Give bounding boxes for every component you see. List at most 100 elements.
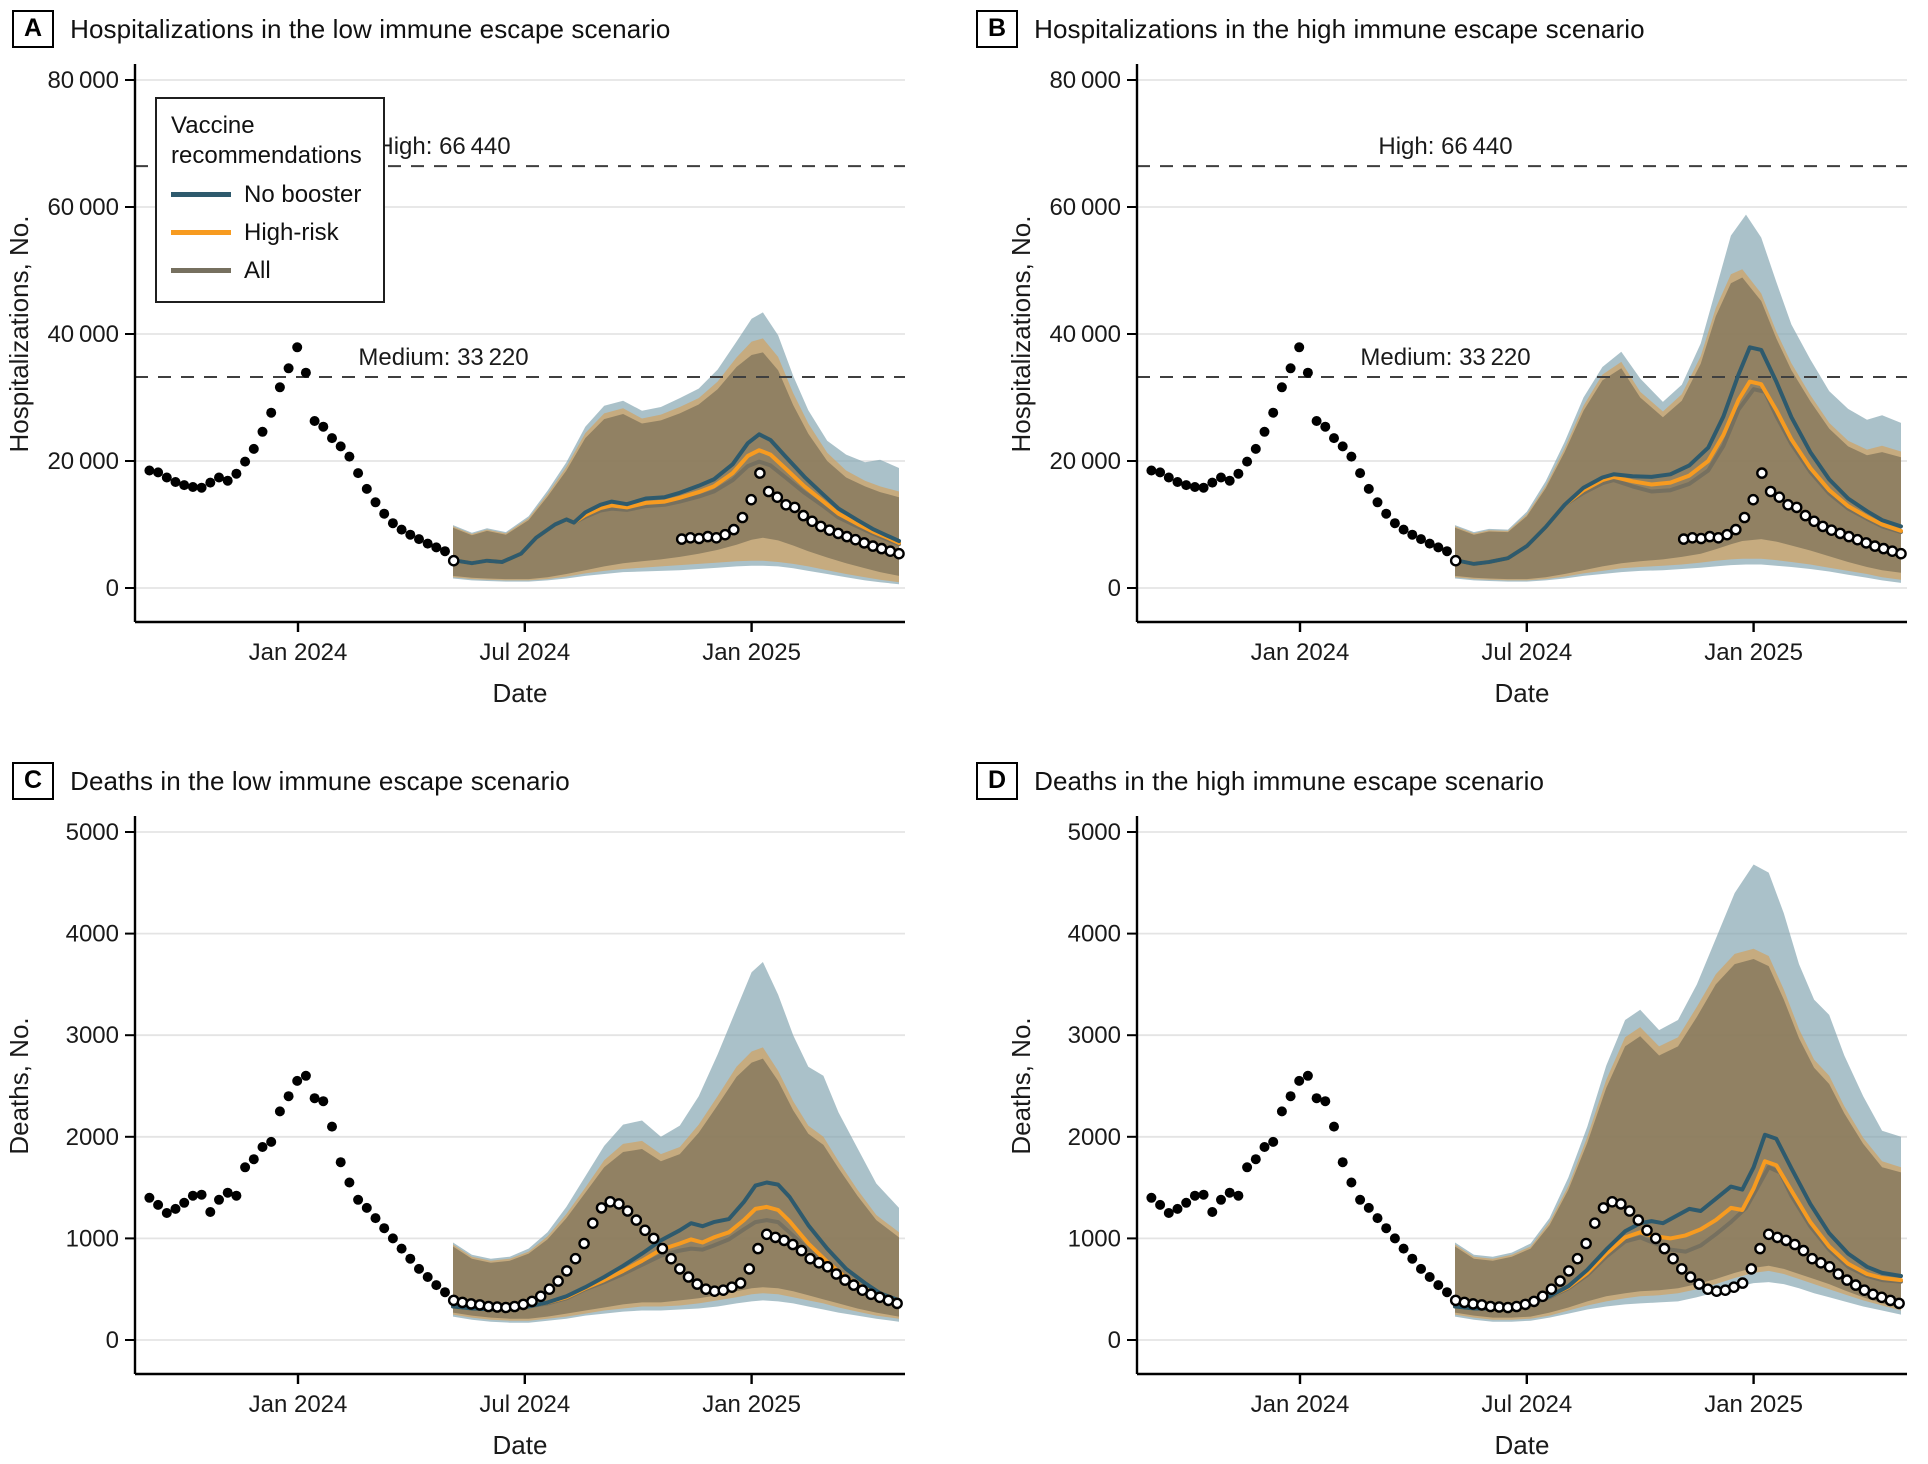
observed-open-dot [1632, 1214, 1645, 1226]
observed-filled-dot [1311, 416, 1322, 426]
observed-filled-dot [1155, 467, 1166, 478]
observed-open-dot [1528, 1295, 1540, 1308]
panel-c-plot: 0 1000 2000 3000 4000 5000 Jan 2024 Jul 2024 Jan… [4, 816, 905, 1460]
observed-open-dot [893, 547, 905, 560]
observed-filled-dot [335, 1157, 346, 1168]
observed-filled-dot [1181, 1197, 1192, 1208]
threshold-lines: High: 66 440 Medium: 33 220 [135, 133, 905, 379]
observed-filled-dot [344, 1177, 355, 1188]
observed-filled-dot [161, 1208, 172, 1218]
observed-filled-dot [318, 1096, 329, 1107]
observed-filled-dot [1337, 1157, 1348, 1168]
panel-b-plot: 0 20 000 40 000 60 000 80 000 High: 66 440 Med… [1006, 64, 1907, 708]
y-tick-label: 20 000 [47, 448, 119, 475]
observed-filled-dot [1181, 480, 1192, 491]
observed-filled-dot [440, 1287, 450, 1298]
legend-entry-no-booster: No booster [171, 181, 369, 209]
observed-open-dot [1667, 1252, 1679, 1265]
observed-filled-dot [1259, 1142, 1270, 1152]
y-tick-label: 5000 [1068, 819, 1121, 846]
observed-filled-dot [1146, 465, 1157, 476]
observed-filled-dot [1363, 483, 1374, 494]
observed-filled-dot [205, 1207, 216, 1217]
observed-filled-dot [248, 443, 259, 454]
observed-open-dot [1754, 1242, 1766, 1255]
observed-filled-dot [361, 1202, 372, 1213]
observed-filled-dot [257, 426, 268, 437]
observed-filled-dot [431, 1280, 442, 1291]
observed-filled-dot [266, 1136, 277, 1147]
observed-filled-dot [327, 433, 337, 444]
observed-open-dot [621, 1205, 634, 1217]
x-tick-label: Jan 2025 [1704, 1391, 1803, 1418]
threshold-lines: High: 66 440 Medium: 33 220 [1137, 133, 1907, 379]
observed-filled-dot [240, 456, 251, 467]
observed-open-dot [1736, 1277, 1749, 1289]
y-tick-label: 0 [1108, 1327, 1121, 1354]
observed-open-dot [1841, 1274, 1853, 1286]
observed-filled-dot [1233, 1190, 1244, 1201]
observed-open-dot [691, 1278, 704, 1290]
observed-filled-dot [405, 1253, 416, 1264]
x-tick-label: Jan 2025 [702, 639, 801, 666]
observed-open-dot [891, 1297, 903, 1310]
observed-filled-dot [1294, 1075, 1305, 1086]
legend-entry-label: High-risk [244, 218, 339, 246]
observed-open-dot [839, 1274, 851, 1286]
observed-open-dot [787, 1238, 799, 1251]
observed-open-dot [1832, 1268, 1845, 1280]
y-tick-label: 2000 [1068, 1124, 1121, 1151]
threshold-label: High: 66 440 [1378, 133, 1512, 160]
y-tick-label: 0 [106, 575, 119, 602]
observed-filled-dot [1294, 342, 1305, 353]
observed-filled-dot [1189, 1190, 1200, 1201]
observed-filled-dot [414, 534, 424, 545]
panel-c-header: C Deaths in the low immune escape scenar… [12, 760, 964, 802]
observed-filled-dot [370, 497, 381, 508]
x-tick-label: Jan 2024 [1251, 639, 1350, 666]
observed-filled-dot [353, 468, 364, 479]
x-tick-label: Jan 2025 [1704, 639, 1803, 666]
observed-filled-dot [1233, 468, 1244, 479]
panel-b-header: B Hospitalizations in the high immune es… [976, 8, 1928, 50]
observed-open-dot [1554, 1275, 1566, 1287]
observed-filled-dot [1242, 456, 1253, 467]
observed-open-dot [736, 511, 749, 524]
observed-open-dot [1658, 1242, 1671, 1255]
observed-dots [144, 342, 905, 567]
observed-open-dot [788, 501, 801, 514]
observed-open-dot [674, 1263, 686, 1275]
observed-open-dot [752, 1242, 764, 1255]
observed-filled-dot [396, 1243, 407, 1254]
observed-filled-dot [1389, 518, 1400, 529]
observed-open-dot [656, 1242, 669, 1255]
panel-d-badge: D [976, 762, 1019, 800]
observed-open-dot [1623, 1205, 1636, 1217]
observed-open-dot [613, 1198, 625, 1210]
panel-a-title: Hospitalizations in the low immune escap… [70, 13, 671, 44]
observed-open-dot [665, 1252, 677, 1265]
observed-open-dot [1764, 485, 1777, 498]
y-tick-label: 80 000 [47, 67, 119, 94]
observed-open-dot [1756, 467, 1768, 479]
observed-filled-dot [1433, 542, 1444, 553]
panel-a-header: A Hospitalizations in the low immune esc… [12, 8, 964, 50]
observed-filled-dot [1250, 1154, 1261, 1165]
y-tick-label: 4000 [66, 921, 119, 948]
high-risk-line-swatch-icon [171, 230, 231, 235]
observed-filled-dot [257, 1142, 268, 1152]
observed-filled-dot [1416, 534, 1426, 545]
observed-filled-dot [1442, 546, 1452, 557]
observed-filled-dot [1163, 1208, 1174, 1218]
x-tick-label: Jul 2024 [479, 639, 570, 666]
panel-a-badge: A [12, 10, 55, 48]
x-axis-title: Date [1495, 678, 1550, 708]
observed-filled-dot [300, 1070, 311, 1081]
observed-filled-dot [170, 477, 181, 487]
observed-filled-dot [187, 1190, 198, 1201]
observed-filled-dot [1224, 1187, 1235, 1198]
y-tick-label: 4000 [1068, 921, 1121, 948]
y-tick-label: 60 000 [1049, 194, 1121, 221]
observed-filled-dot [222, 1187, 233, 1198]
